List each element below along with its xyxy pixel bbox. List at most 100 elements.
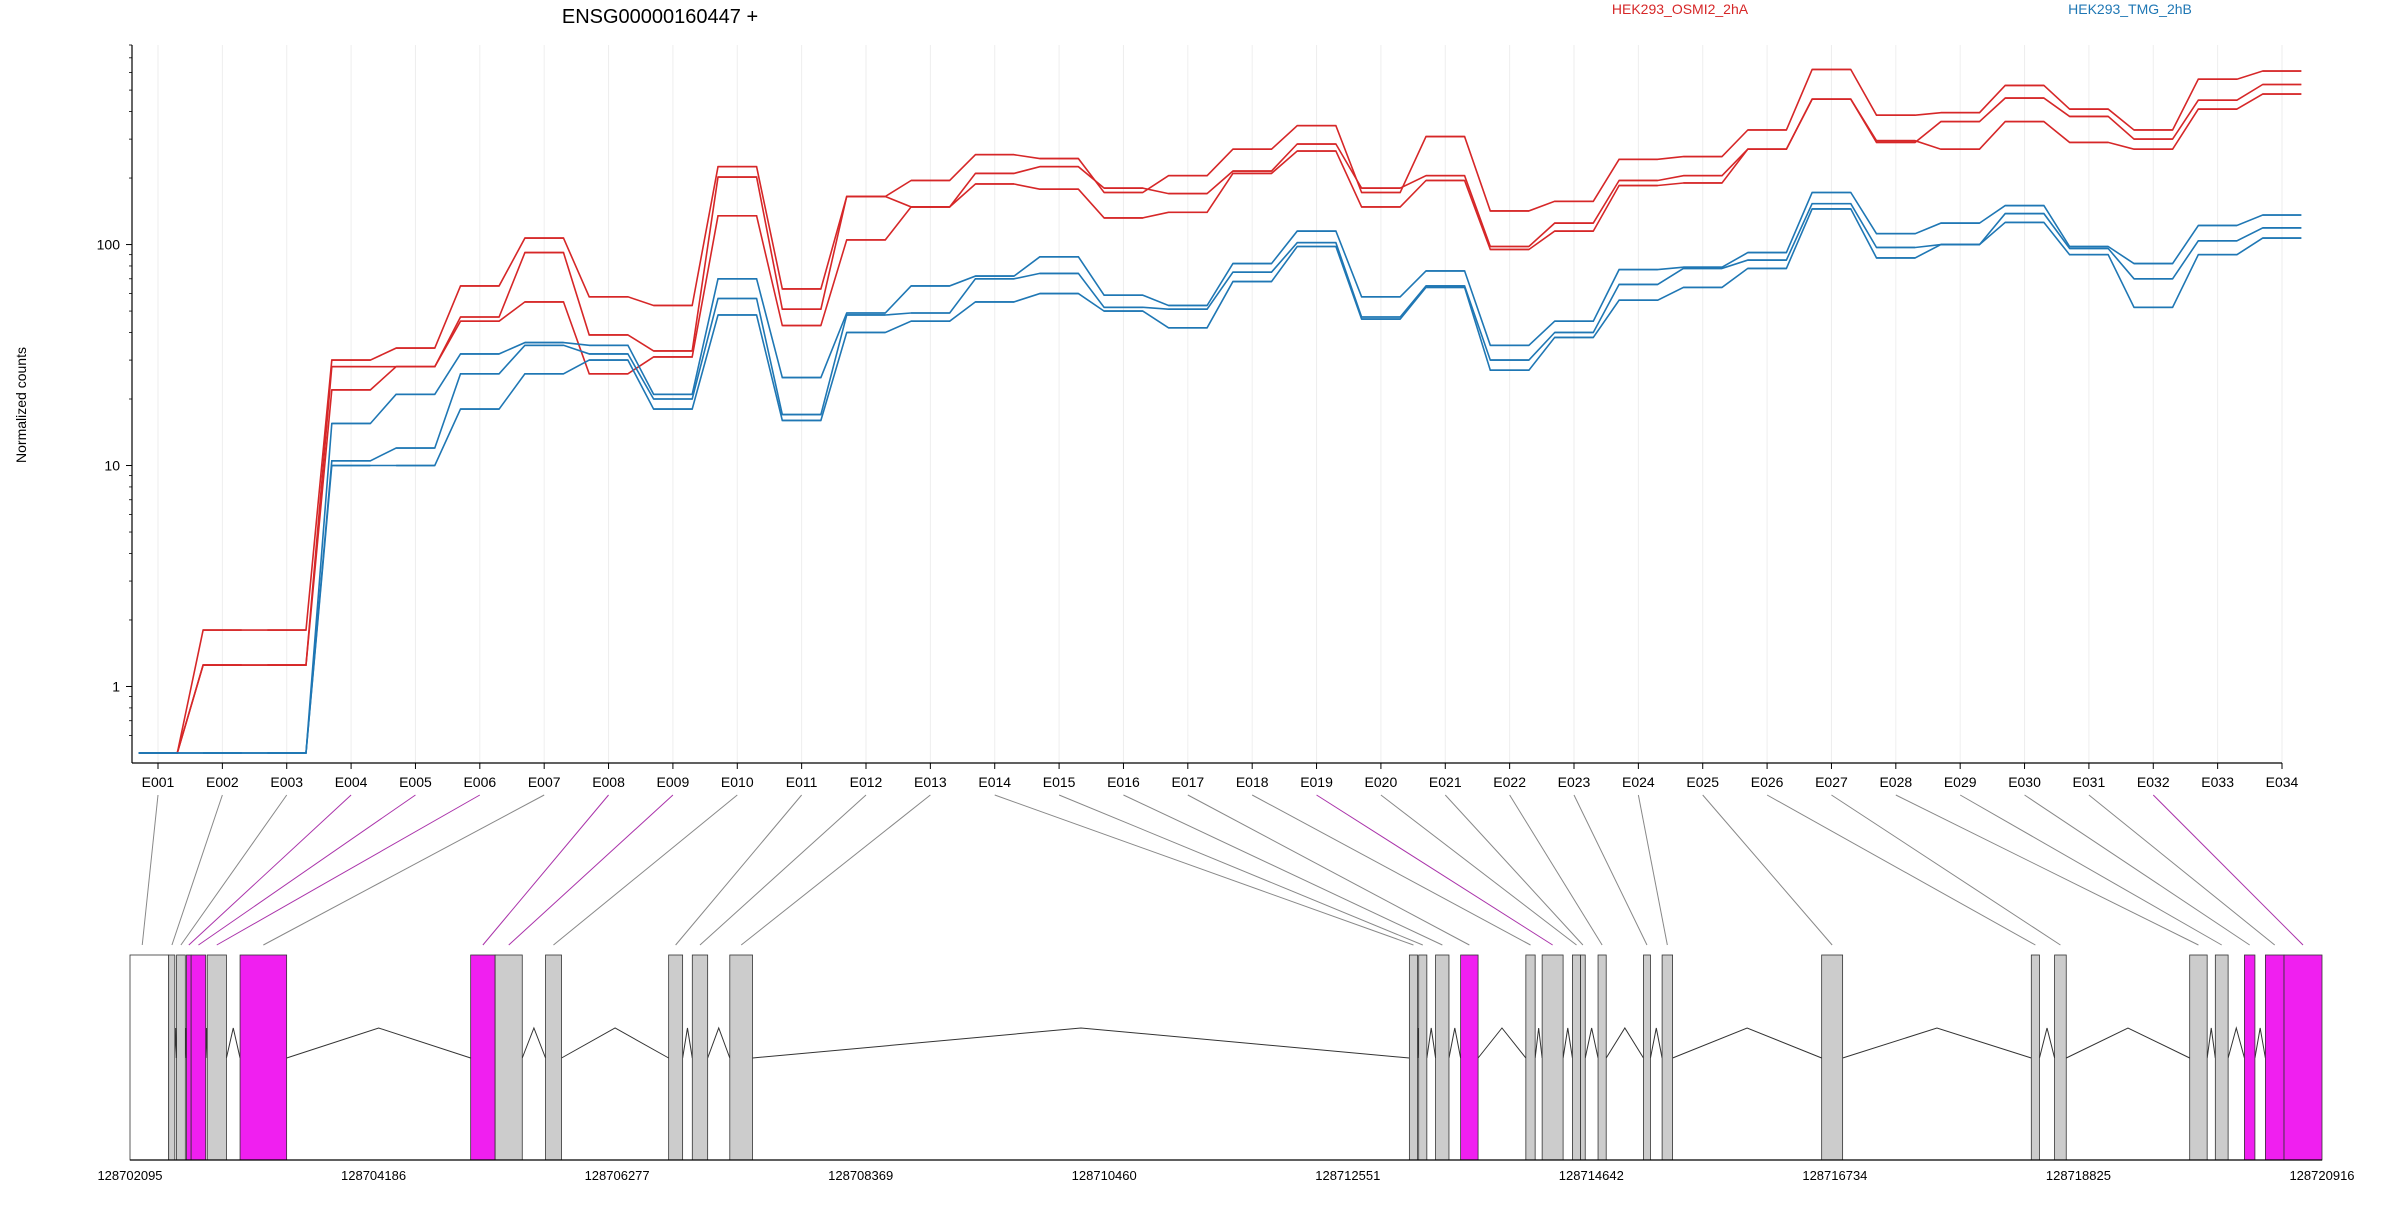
- x-tick-label: E005: [399, 774, 432, 790]
- exon-block: [1525, 954, 1536, 1161]
- x-tick-label: E016: [1107, 774, 1140, 790]
- x-tick-label: E015: [1043, 774, 1076, 790]
- exon-block: [2030, 954, 2040, 1161]
- genomic-coord-label: 128712551: [1315, 1168, 1380, 1183]
- exon-block: [129, 954, 170, 1161]
- exon-connector: [1316, 794, 1553, 946]
- exon-block: [1418, 954, 1428, 1161]
- genomic-coord-label: 128710460: [1072, 1168, 1137, 1183]
- exon-connector: [1058, 794, 1423, 946]
- series-line: [138, 191, 2302, 754]
- intron-line: [1562, 1027, 1573, 1059]
- exon-block: [1460, 954, 1479, 1161]
- intron-line: [225, 1027, 241, 1059]
- exon-block: [2214, 954, 2229, 1161]
- exon-connector: [1959, 794, 2222, 946]
- x-tick-label: E032: [2137, 774, 2170, 790]
- exon-connector: [141, 794, 159, 946]
- exon-block: [1597, 954, 1607, 1161]
- exon-block: [1541, 954, 1564, 1161]
- exon-connector: [1637, 794, 1668, 946]
- exon-connector: [1380, 794, 1577, 946]
- x-tick-label: E008: [592, 774, 625, 790]
- axes-layer: 1 10 100 E001 E002 E003 E004 E005 E006 E007 E008 E0…: [97, 44, 2299, 790]
- x-tick-label: E001: [142, 774, 175, 790]
- exon-block: [2054, 954, 2067, 1161]
- intron-line: [2066, 1027, 2190, 1059]
- x-tick-label: E029: [1944, 774, 1977, 790]
- exon-block: [668, 954, 684, 1161]
- exon-block: [470, 954, 496, 1161]
- x-tick-label: E014: [978, 774, 1011, 790]
- exon-connector: [675, 794, 803, 946]
- exon-connector: [1251, 794, 1531, 946]
- exon-connector: [263, 794, 545, 946]
- x-tick-label: E027: [1815, 774, 1848, 790]
- intron-line: [1448, 1027, 1462, 1059]
- x-tick-label: E020: [1365, 774, 1398, 790]
- x-tick-label: E018: [1236, 774, 1269, 790]
- exon-connector: [740, 794, 931, 946]
- intron-line: [1672, 1027, 1822, 1059]
- x-tick-label: E009: [657, 774, 690, 790]
- exon-block: [239, 954, 288, 1161]
- exon-connector: [1831, 794, 2061, 946]
- intron-line: [561, 1027, 669, 1059]
- x-tick-label: E031: [2073, 774, 2106, 790]
- x-tick-label: E011: [786, 774, 818, 790]
- exon-block: [1643, 954, 1651, 1161]
- exon-connector: [2024, 794, 2250, 946]
- genomic-coord-label: 128720916: [2289, 1168, 2354, 1183]
- legend-entry-tmg: HEK293_TMG_2hB: [2068, 1, 2192, 17]
- series-line: [138, 202, 2302, 754]
- x-tick-label: E033: [2201, 774, 2234, 790]
- exon-block: [206, 954, 227, 1161]
- x-tick-label: E006: [463, 774, 496, 790]
- intron-line: [1584, 1027, 1599, 1059]
- x-tick-label: E022: [1493, 774, 1526, 790]
- gene-model: 128702095 128704186 128706277 128708369 1287…: [97, 954, 2355, 1183]
- exon-connector: [1444, 794, 1584, 946]
- x-tick-label: E002: [206, 774, 239, 790]
- exon-block: [186, 954, 192, 1161]
- intron-line: [1649, 1027, 1663, 1059]
- x-tick-label: E017: [1171, 774, 1204, 790]
- exon-block: [2189, 954, 2208, 1161]
- exon-connector: [482, 794, 609, 946]
- x-tick-label: E023: [1558, 774, 1591, 790]
- intron-line: [707, 1026, 731, 1059]
- x-tick-label: E007: [528, 774, 561, 790]
- exon-connector: [2088, 794, 2276, 946]
- exon-connector: [699, 794, 867, 946]
- x-tick-label: E012: [850, 774, 883, 790]
- x-tick-label: E013: [914, 774, 947, 790]
- intron-line: [682, 1027, 693, 1059]
- exon-connector: [198, 794, 416, 946]
- genomic-coord-label: 128708369: [828, 1168, 893, 1183]
- series-line: [138, 93, 2302, 754]
- exon-connector: [180, 794, 288, 946]
- exon-block: [2264, 954, 2285, 1161]
- x-tick-label: E026: [1751, 774, 1784, 790]
- intron-line: [1534, 1027, 1543, 1059]
- exon-block: [1661, 954, 1673, 1161]
- x-tick-label: E028: [1879, 774, 1912, 790]
- exon-connector: [1766, 794, 2036, 946]
- genomic-coord-label: 128718825: [2046, 1168, 2111, 1183]
- exon-connector: [553, 794, 738, 946]
- exon-block: [1435, 954, 1450, 1161]
- exon-block: [1408, 954, 1418, 1161]
- x-tick-label: E025: [1686, 774, 1719, 790]
- exon-block: [1572, 954, 1581, 1161]
- y-axis-label: Normalized counts: [13, 347, 29, 463]
- exon-block: [168, 954, 176, 1161]
- exon-connector: [1187, 794, 1470, 946]
- x-tick-label: E010: [721, 774, 754, 790]
- x-tick-label: E034: [2266, 774, 2299, 790]
- series-line: [138, 68, 2302, 754]
- genomic-coord-label: 128714642: [1559, 1168, 1624, 1183]
- genomic-coord-label: 128704186: [341, 1168, 406, 1183]
- legend-entry-osmi: HEK293_OSMI2_2hA: [1612, 1, 1749, 17]
- exon-block: [2283, 954, 2323, 1161]
- intron-line: [521, 1026, 547, 1059]
